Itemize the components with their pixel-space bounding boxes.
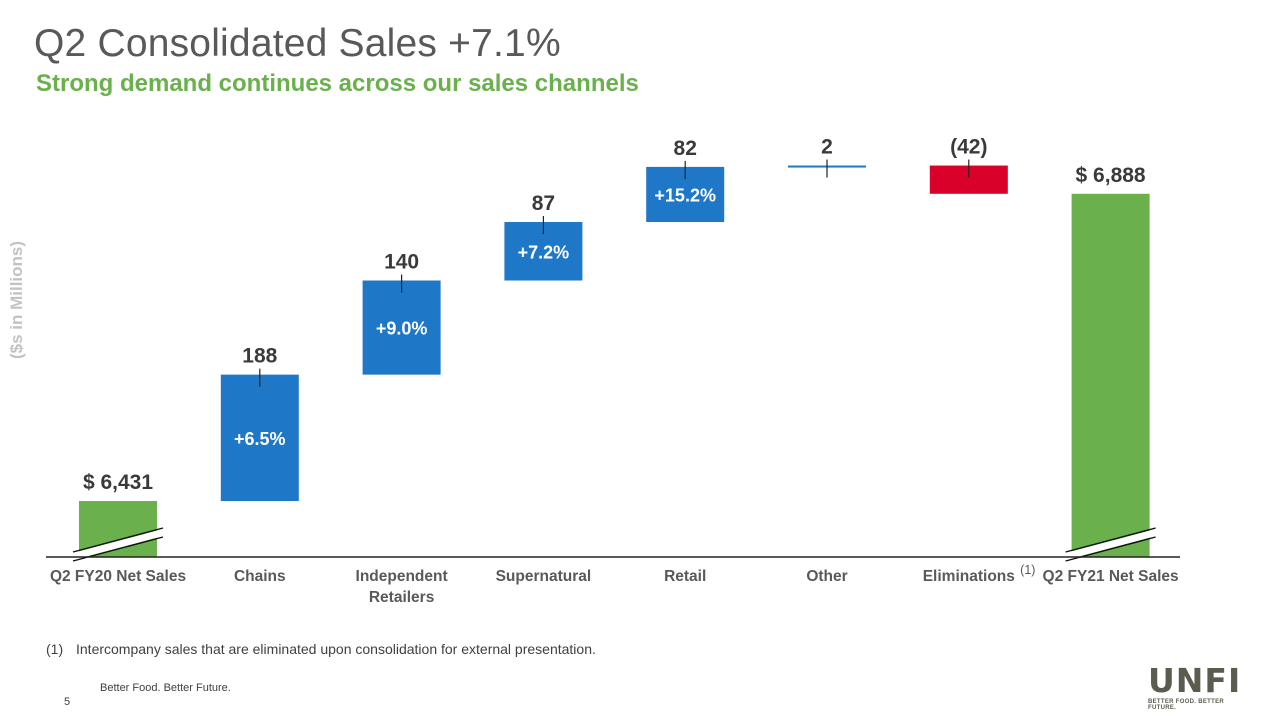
axis-break-line-a-1 <box>72 527 164 553</box>
bar-2 <box>220 374 299 502</box>
logo-wordmark: UNFI <box>1148 661 1242 700</box>
page-subtitle: Strong demand continues across our sales… <box>36 70 639 97</box>
value-label-3: 140 <box>384 251 419 274</box>
bar-3 <box>362 280 441 375</box>
footnote-text: Intercompany sales that are eliminated u… <box>76 641 596 657</box>
value-label-6: 2 <box>821 136 833 159</box>
page-number: 5 <box>64 696 71 708</box>
growth-label-4: +7.2% <box>518 242 570 262</box>
category-label-8: Q2 FY21 Net Sales <box>1043 568 1179 585</box>
tagline: Better Food. Better Future. <box>100 682 231 694</box>
growth-label-3: +9.0% <box>376 319 428 339</box>
value-label-7: (42) <box>950 136 987 159</box>
value-label-2: 188 <box>242 345 277 368</box>
category-label-4: Supernatural <box>496 568 592 585</box>
category-label-6: Other <box>806 568 847 585</box>
category-superscript-7: (1) <box>1020 563 1035 577</box>
axis-break-line-a-8 <box>1065 527 1156 553</box>
category-label-5: Retail <box>664 568 706 585</box>
growth-label-2: +6.5% <box>234 429 286 449</box>
category-label-3-line-2: Retailers <box>369 589 434 606</box>
bar-8 <box>1071 193 1150 557</box>
category-label-1: Q2 FY20 Net Sales <box>50 568 186 585</box>
unfi-logo: UNFI BETTER FOOD. BETTER FUTURE. <box>1148 661 1242 712</box>
axis-break-8 <box>1065 529 1156 560</box>
value-label-8: $ 6,888 <box>1076 164 1146 187</box>
value-label-1: $ 6,431 <box>83 471 153 494</box>
footnote-marker: (1) <box>46 641 64 657</box>
category-label-7: Eliminations <box>923 568 1015 585</box>
footnote: (1) Intercompany sales that are eliminate… <box>46 641 596 657</box>
axis-break-1 <box>73 529 163 560</box>
value-label-5: 82 <box>674 137 697 160</box>
logo-tagline: BETTER FOOD. BETTER FUTURE. <box>1148 699 1225 711</box>
category-label-3-line-1: Independent <box>356 568 448 585</box>
page-title: Q2 Consolidated Sales +7.1% <box>34 22 561 65</box>
growth-label-5: +15.2% <box>654 185 716 205</box>
category-label-2: Chains <box>234 568 286 585</box>
value-label-4: 87 <box>532 192 555 215</box>
